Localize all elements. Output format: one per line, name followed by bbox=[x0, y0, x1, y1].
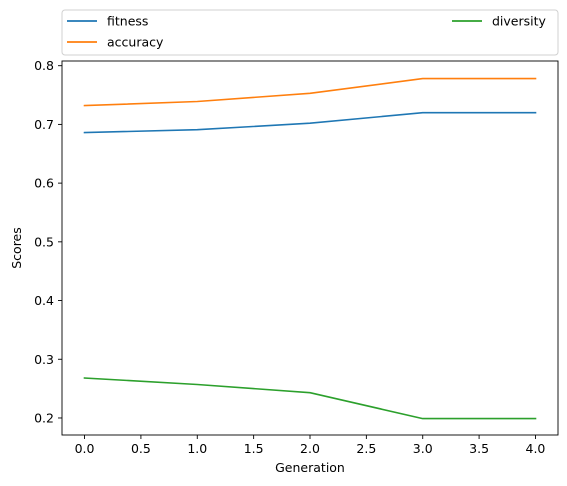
x-tick-label: 1.0 bbox=[187, 441, 207, 456]
x-tick-label: 2.0 bbox=[300, 441, 320, 456]
x-tick-label: 0.0 bbox=[75, 441, 95, 456]
y-tick-label: 0.8 bbox=[34, 58, 54, 73]
y-tick-label: 0.3 bbox=[34, 352, 54, 367]
y-tick-label: 0.5 bbox=[34, 234, 54, 249]
y-axis-label: Scores bbox=[9, 227, 24, 269]
x-tick-label: 3.5 bbox=[469, 441, 489, 456]
plot-frame bbox=[61, 60, 559, 436]
x-axis-label: Generation bbox=[275, 460, 345, 475]
x-tick-label: 0.5 bbox=[131, 441, 151, 456]
legend-label-diversity: diversity bbox=[492, 14, 547, 29]
y-tick-label: 0.6 bbox=[34, 176, 54, 191]
legend-label-accuracy: accuracy bbox=[107, 35, 164, 50]
legend-box bbox=[61, 9, 559, 56]
x-axis: 0.0 0.5 1.0 1.5 2.0 2.5 3.0 3.5 4.0 bbox=[75, 435, 546, 456]
y-tick-label: 0.7 bbox=[34, 117, 54, 132]
series-line-diversity bbox=[83, 377, 537, 420]
series-line-fitness bbox=[83, 111, 537, 134]
legend-label-fitness: fitness bbox=[107, 14, 148, 29]
y-tick-label: 0.4 bbox=[34, 293, 54, 308]
x-tick-label: 2.5 bbox=[356, 441, 376, 456]
series-line-accuracy bbox=[83, 77, 537, 107]
legend: fitness accuracy diversity bbox=[61, 9, 559, 56]
y-tick-label: 0.2 bbox=[34, 410, 54, 425]
x-tick-label: 1.5 bbox=[244, 441, 264, 456]
y-axis: 0.2 0.3 0.4 0.5 0.6 0.7 0.8 bbox=[34, 58, 62, 425]
x-tick-label: 4.0 bbox=[526, 441, 546, 456]
plot-area bbox=[61, 60, 559, 436]
x-tick-label: 3.0 bbox=[413, 441, 433, 456]
